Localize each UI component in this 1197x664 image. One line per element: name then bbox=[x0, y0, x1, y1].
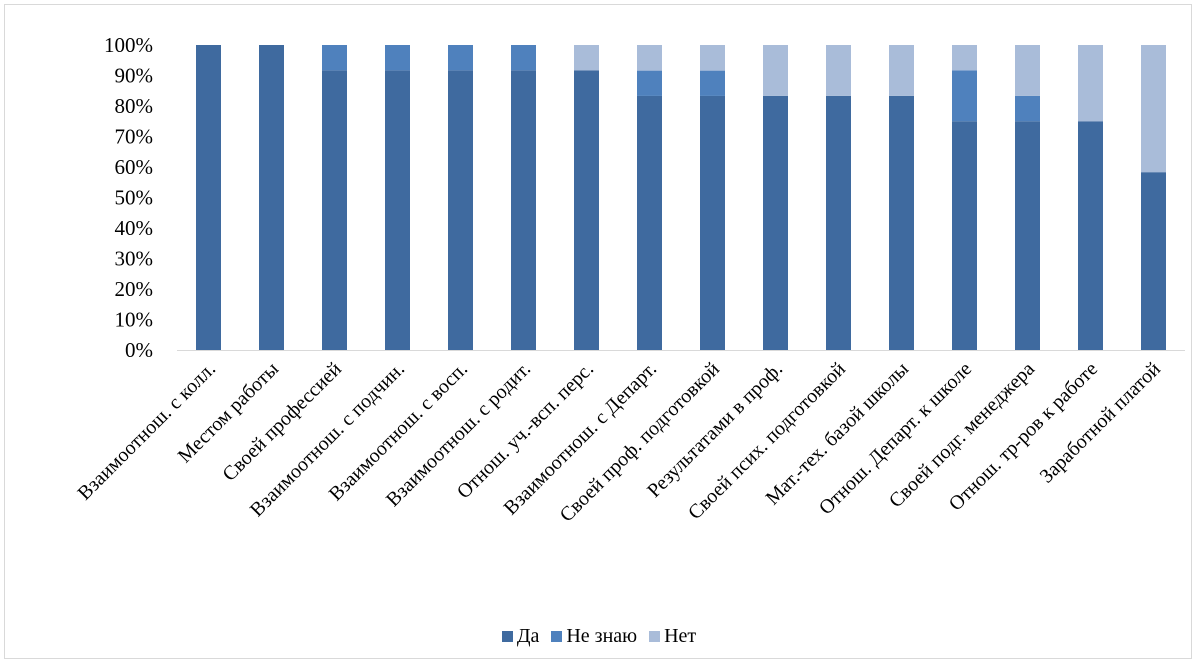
bar-segment bbox=[826, 95, 851, 350]
bar-segment bbox=[637, 70, 662, 96]
bar-segment bbox=[952, 45, 977, 71]
bar-segment bbox=[448, 70, 473, 350]
bar-segment bbox=[1141, 172, 1166, 350]
bar-segment bbox=[763, 95, 788, 350]
stacked-bar-chart: 0% 10% 20% 30% 40% 50% 60% 70% 80% 90% 100% Взаимо… bbox=[73, 33, 1185, 527]
bar-segment bbox=[700, 95, 725, 350]
y-tick-label: 40% bbox=[115, 216, 154, 240]
legend-item: Не знаю bbox=[551, 625, 637, 648]
bar-segment bbox=[889, 45, 914, 96]
bar-segment bbox=[385, 45, 410, 71]
legend-swatch bbox=[649, 631, 661, 642]
y-tick-label: 80% bbox=[115, 94, 154, 118]
bar-segment bbox=[259, 45, 284, 350]
legend-item: Да bbox=[501, 625, 540, 648]
bar-segment bbox=[574, 45, 599, 71]
y-tick-label: 70% bbox=[115, 125, 154, 149]
y-tick-label: 60% bbox=[115, 155, 154, 179]
y-tick-label: 10% bbox=[115, 308, 154, 332]
chart-legend: Да Не знаю Нет bbox=[5, 625, 1193, 648]
bars-group bbox=[196, 45, 1166, 350]
bar-segment bbox=[1078, 45, 1103, 122]
bar-segment bbox=[1141, 45, 1166, 173]
bar-segment bbox=[385, 70, 410, 350]
bar-segment bbox=[1015, 45, 1040, 96]
bar-segment bbox=[700, 70, 725, 96]
legend-item: Нет bbox=[649, 625, 696, 648]
legend-label: Да bbox=[516, 625, 540, 647]
bar-segment bbox=[952, 70, 977, 122]
y-tick-label: 30% bbox=[115, 247, 154, 271]
bar-segment bbox=[511, 70, 536, 350]
bar-segment bbox=[826, 45, 851, 96]
y-tick-label: 50% bbox=[115, 186, 154, 210]
bar-segment bbox=[1015, 95, 1040, 122]
y-axis-ticks: 0% 10% 20% 30% 40% 50% 60% 70% 80% 90% 100% bbox=[104, 33, 153, 362]
bar-segment bbox=[889, 95, 914, 350]
bar-segment bbox=[952, 121, 977, 350]
x-tick-label: Своей профессией bbox=[218, 358, 346, 486]
bar-segment bbox=[1015, 121, 1040, 350]
bar-segment bbox=[574, 70, 599, 350]
legend-label: Нет bbox=[664, 625, 697, 647]
bar-segment bbox=[637, 95, 662, 350]
y-tick-label: 20% bbox=[115, 277, 154, 301]
chart-frame: 0% 10% 20% 30% 40% 50% 60% 70% 80% 90% 100% Взаимо… bbox=[4, 4, 1192, 659]
y-tick-label: 100% bbox=[104, 33, 153, 57]
legend-swatch bbox=[501, 631, 513, 642]
bar-segment bbox=[448, 45, 473, 71]
bar-segment bbox=[196, 45, 221, 350]
legend-label: Не знаю bbox=[566, 625, 638, 647]
bar-segment bbox=[1078, 121, 1103, 350]
bar-segment bbox=[700, 45, 725, 71]
bar-segment bbox=[322, 70, 347, 350]
x-tick-label: Заработной платой bbox=[1036, 358, 1166, 488]
y-tick-label: 0% bbox=[125, 338, 153, 362]
legend-swatch bbox=[551, 631, 563, 642]
y-tick-label: 90% bbox=[115, 64, 154, 88]
bar-segment bbox=[511, 45, 536, 71]
bar-segment bbox=[637, 45, 662, 71]
bar-segment bbox=[322, 45, 347, 71]
bar-segment bbox=[763, 45, 788, 96]
